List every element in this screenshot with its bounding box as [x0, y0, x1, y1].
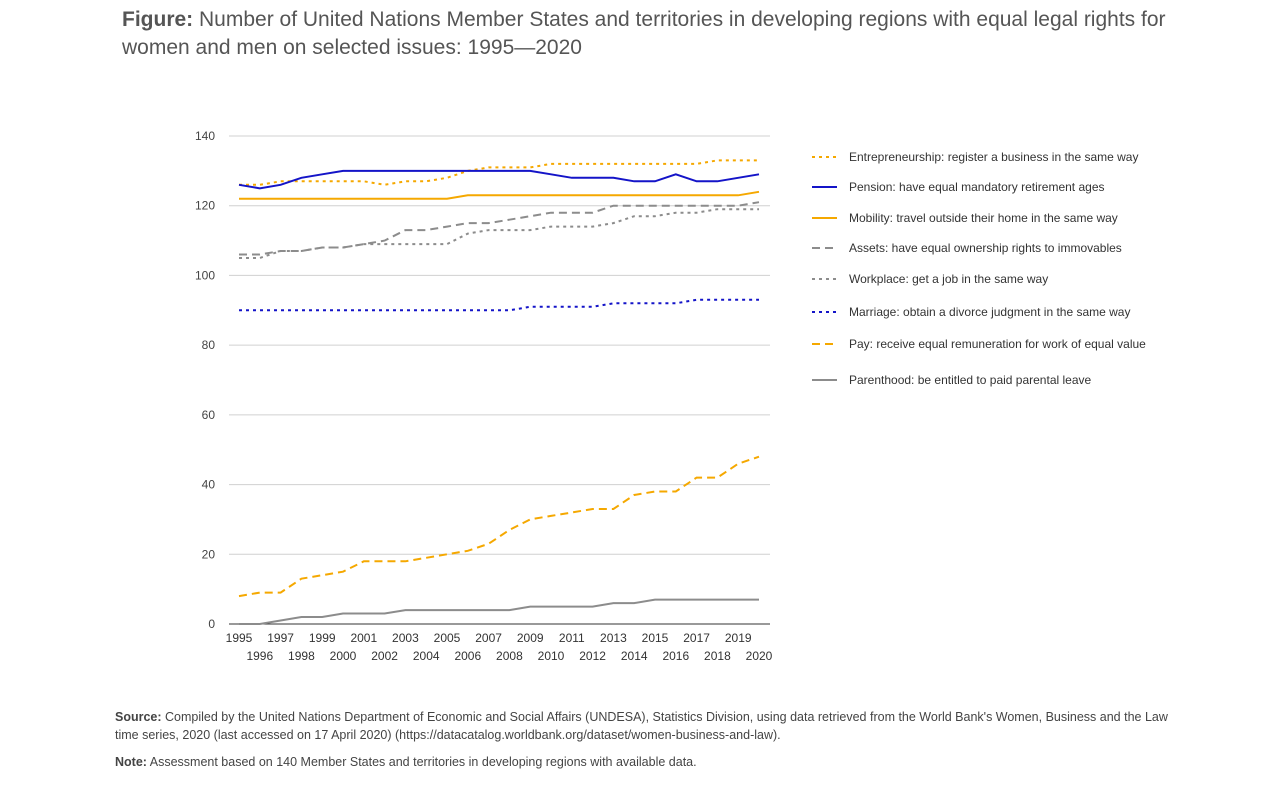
legend-label: Mobility: travel outside their home in t…	[849, 211, 1118, 225]
y-tick-label: 140	[195, 129, 215, 143]
x-tick-label: 2005	[434, 631, 461, 645]
note-text: Assessment based on 140 Member States an…	[149, 755, 697, 769]
series-line-4	[239, 201, 760, 256]
legend-label: Assets: have equal ownership rights to i…	[849, 241, 1122, 255]
x-tick-label: 1995	[226, 631, 253, 645]
series-line-2	[238, 169, 760, 190]
x-tick-label: 2020	[746, 649, 773, 663]
x-tick-label: 1996	[246, 649, 273, 663]
x-tick-label: 2015	[642, 631, 669, 645]
series-line-5	[239, 208, 759, 259]
x-tick-label: 2009	[517, 631, 544, 645]
y-tick-label: 100	[195, 268, 215, 282]
series-line-7	[238, 455, 760, 598]
x-tick-label: 1998	[288, 649, 315, 663]
source-label: Source:	[115, 710, 162, 724]
series-line-1	[239, 159, 759, 186]
x-tick-label: 2014	[621, 649, 648, 663]
y-tick-label: 120	[195, 199, 215, 213]
title-prefix: Figure:	[122, 8, 194, 31]
legend-label: Parenthood: be entitled to paid parental…	[849, 373, 1092, 387]
grid-lines	[229, 135, 770, 625]
x-tick-label: 2016	[662, 649, 689, 663]
x-tick-label: 2006	[454, 649, 481, 663]
y-tick-label: 80	[202, 338, 216, 352]
x-tick-label: 1999	[309, 631, 336, 645]
series-line-8	[239, 598, 759, 625]
x-tick-label: 2019	[725, 631, 752, 645]
y-tick-label: 60	[202, 408, 216, 422]
source-note: Source: Compiled by the United Nations D…	[115, 708, 1175, 744]
title-text: Number of United Nations Member States a…	[122, 8, 1166, 59]
x-tick-label: 2001	[350, 631, 377, 645]
series-line-6	[239, 298, 759, 312]
x-tick-label: 2012	[579, 649, 606, 663]
source-text: Compiled by the United Nations Departmen…	[115, 710, 1168, 742]
series-line-3	[239, 190, 760, 200]
x-tick-label: 2003	[392, 631, 419, 645]
y-tick-label: 0	[208, 617, 215, 631]
x-tick-label: 2011	[559, 631, 585, 645]
x-tick-label: 2013	[600, 631, 627, 645]
chart-title: Figure: Number of United Nations Member …	[122, 6, 1182, 62]
x-tick-label: 2004	[413, 649, 440, 663]
x-tick-label: 2002	[371, 649, 398, 663]
x-tick-label: 2010	[538, 649, 565, 663]
legend-label: Workplace: get a job in the same way	[849, 272, 1048, 286]
axes: 0 20 40 60 80 100 120 140 1995 1997 1999 2001 2003 20…	[195, 129, 773, 663]
x-tick-label: 2017	[683, 631, 710, 645]
y-tick-label: 20	[202, 547, 216, 561]
y-tick-label: 40	[202, 478, 216, 492]
line-chart: 0 20 40 60 80 100 120 140 1995 1997 1999 2001 2003 20…	[195, 129, 1146, 663]
legend-label: Entrepreneurship: register a business in…	[849, 150, 1138, 164]
legend: Entrepreneurship: register a business in…	[812, 150, 1146, 387]
x-tick-label: 2018	[704, 649, 731, 663]
legend-label: Marriage: obtain a divorce judgment in t…	[849, 305, 1130, 319]
x-tick-label: 2007	[475, 631, 502, 645]
x-tick-label: 2000	[330, 649, 357, 663]
note-label: Note:	[115, 755, 147, 769]
series-lines	[238, 159, 760, 625]
assessment-note: Note: Assessment based on 140 Member Sta…	[115, 753, 1175, 771]
x-tick-label: 2008	[496, 649, 523, 663]
legend-label: Pay: receive equal remuneration for work…	[849, 337, 1146, 351]
x-tick-label: 1997	[267, 631, 294, 645]
legend-label: Pension: have equal mandatory retirement…	[849, 180, 1105, 194]
